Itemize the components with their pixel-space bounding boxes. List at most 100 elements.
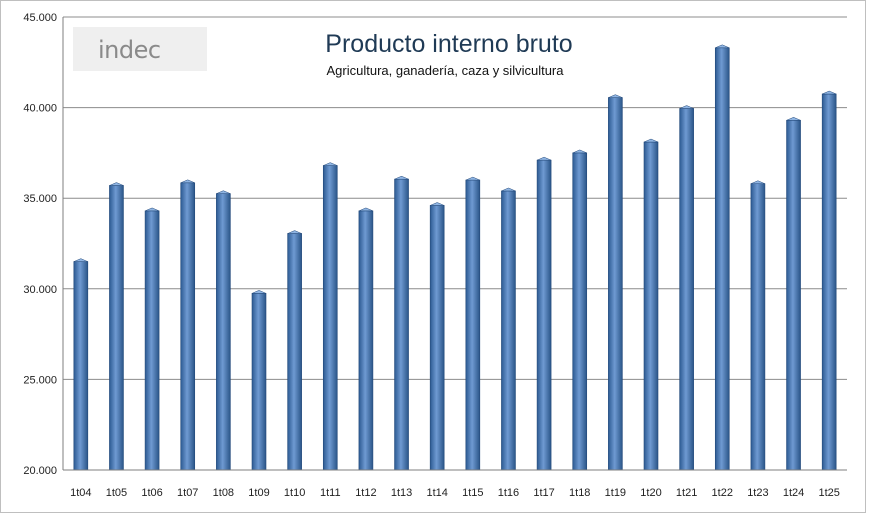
bar-cap [251, 290, 267, 294]
bar [572, 149, 588, 471]
y-tick-label: 45.000 [23, 12, 57, 24]
bar-cap [715, 44, 730, 49]
bar-body [73, 261, 89, 471]
y-tick-label: 40.000 [23, 103, 57, 115]
bar-body [180, 182, 196, 471]
bar-body [643, 141, 659, 471]
x-tick-label: 1t24 [783, 487, 804, 499]
x-tick-label: 1t07 [177, 487, 198, 499]
bar-cap [109, 182, 124, 186]
bar-body [714, 47, 730, 471]
chart-title: Producto interno bruto [325, 30, 572, 58]
bar [287, 230, 302, 471]
bar-body [536, 159, 552, 471]
bar [821, 90, 837, 471]
x-tick-label: 1t20 [640, 487, 661, 499]
bar-cap [358, 207, 374, 212]
bar-cap [430, 202, 445, 206]
x-tick-label: 1t13 [391, 487, 412, 499]
bar [501, 187, 516, 471]
bar-cap [394, 175, 409, 180]
bar-chart: 20.000 25.000 30.000 35.000 40.000 45.000 1t0… [23, 12, 847, 499]
bar-cap [73, 258, 88, 262]
bar-cap [572, 149, 587, 154]
bar-cap [465, 176, 480, 181]
bar-body [394, 178, 409, 471]
x-tick-label: 1t19 [605, 487, 626, 499]
x-tick-label: 1t17 [533, 487, 554, 499]
bars [73, 44, 837, 471]
bar-cap [501, 187, 516, 192]
bar-body [109, 185, 124, 471]
x-tick-label: 1t25 [818, 487, 839, 499]
bar [144, 207, 160, 471]
bar-body [465, 179, 481, 471]
bar-cap [786, 117, 801, 121]
x-tick-label: 1t16 [498, 487, 519, 499]
x-tick-label: 1t06 [141, 487, 162, 499]
x-tick-label: 1t11 [320, 487, 341, 499]
bar [251, 290, 267, 471]
bar-cap [536, 156, 552, 161]
bar-body [821, 93, 837, 471]
bar-body [429, 205, 445, 471]
bar [679, 105, 694, 471]
bar [608, 94, 623, 471]
bar-body [501, 190, 516, 471]
bar [429, 202, 445, 471]
bar-cap [679, 105, 694, 109]
bar [394, 175, 409, 471]
bar [358, 207, 374, 471]
bar [73, 258, 89, 471]
x-tick-label: 1t04 [70, 487, 91, 499]
bar-cap [608, 94, 623, 98]
bar [750, 180, 766, 471]
x-tick-label: 1t15 [462, 487, 483, 499]
y-axis-tick-labels: 20.000 25.000 30.000 35.000 40.000 45.000 [23, 12, 57, 477]
bar-cap [750, 180, 766, 184]
bar-body [608, 97, 623, 471]
logo-text: indec [98, 36, 161, 64]
bar-cap [643, 138, 659, 143]
y-tick-label: 25.000 [23, 374, 57, 386]
y-tick-label: 20.000 [23, 465, 57, 477]
y-tick-label: 35.000 [23, 193, 57, 205]
bar-cap [323, 162, 338, 166]
x-tick-label: 1t08 [213, 487, 234, 499]
bar [786, 117, 801, 471]
x-tick-label: 1t14 [426, 487, 447, 499]
bar-body [216, 193, 231, 471]
bar-body [358, 210, 374, 471]
bar-cap [822, 90, 837, 95]
bar-body [322, 165, 338, 471]
bar-cap [287, 230, 302, 234]
bar [180, 179, 196, 471]
bar-body [251, 293, 267, 471]
subtitle-box: Agricultura, ganadería, caza y silvicult… [326, 61, 564, 80]
y-tick-label: 30.000 [23, 284, 57, 296]
bar [536, 156, 552, 471]
bar-cap [180, 179, 195, 184]
bar-body [144, 210, 160, 471]
x-tick-label: 1t05 [106, 487, 127, 499]
bar [465, 176, 481, 471]
x-tick-label: 1t12 [355, 487, 376, 499]
chart-subtitle: Agricultura, ganadería, caza y silvicult… [326, 63, 564, 78]
bar-body [679, 108, 694, 471]
bar-cap [216, 190, 231, 194]
x-tick-label: 1t22 [712, 487, 733, 499]
bar [322, 162, 338, 471]
bar-cap [144, 207, 160, 212]
logo-box: indec [73, 27, 207, 71]
bar-body [287, 233, 302, 471]
bar-body [750, 183, 766, 471]
bar-body [572, 152, 588, 471]
x-tick-label: 1t09 [248, 487, 269, 499]
bar-body [786, 119, 801, 471]
chart-frame: 20.000 25.000 30.000 35.000 40.000 45.000 1t0… [0, 0, 866, 513]
x-axis-tick-labels: 1t04 1t05 1t06 1t07 1t08 1t09 1t10 1t11 1t12 1t13… [70, 487, 840, 499]
bar [714, 44, 730, 471]
x-tick-label: 1t10 [284, 487, 305, 499]
x-tick-label: 1t18 [569, 487, 590, 499]
bar [643, 138, 659, 471]
